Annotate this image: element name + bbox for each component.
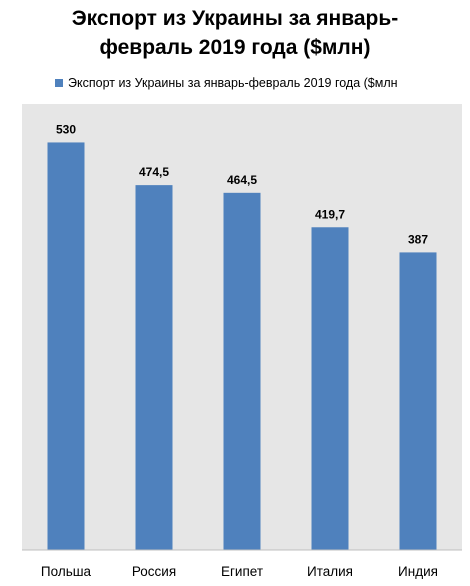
legend: Экспорт из Украины за январь-февраль 201… bbox=[55, 74, 398, 92]
x-tick-label: Россия bbox=[132, 564, 176, 579]
x-tick-label: Египет bbox=[221, 564, 263, 579]
bar bbox=[223, 192, 261, 550]
bar bbox=[311, 227, 349, 550]
data-label: 530 bbox=[56, 122, 76, 136]
x-tick-label: Индия bbox=[398, 564, 438, 579]
data-label: 474,5 bbox=[139, 165, 169, 179]
data-label: 387 bbox=[408, 232, 428, 246]
chart-title-line-1: Экспорт из Украины за январь- bbox=[71, 7, 399, 30]
data-label: 419,7 bbox=[315, 207, 345, 221]
x-tick-label: Италия bbox=[307, 564, 353, 579]
x-tick-label: Польша bbox=[41, 564, 92, 579]
legend-swatch bbox=[55, 79, 63, 87]
bar bbox=[135, 185, 173, 550]
data-label: 464,5 bbox=[227, 173, 257, 187]
legend-label: Экспорт из Украины за январь-февраль 201… bbox=[68, 76, 398, 90]
bar bbox=[399, 252, 437, 550]
chart-title: Экспорт из Украины за январь- февраль 20… bbox=[0, 4, 470, 62]
chart-title-line-2: февраль 2019 года ($млн) bbox=[99, 36, 371, 59]
bar bbox=[47, 142, 85, 550]
